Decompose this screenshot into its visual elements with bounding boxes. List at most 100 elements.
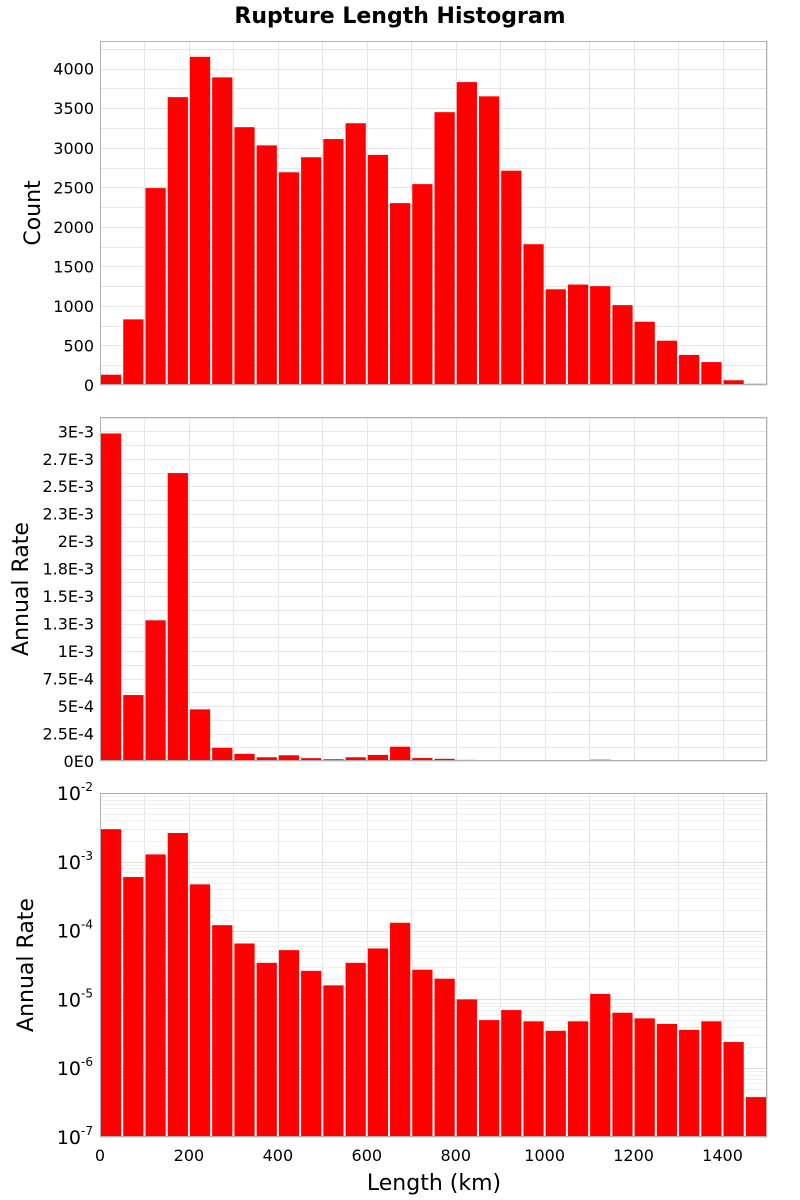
bar-475km xyxy=(301,970,322,1137)
bar-1275km xyxy=(656,1023,678,1137)
y-tick-label: 2.7E-3 xyxy=(42,450,94,469)
bar-1225km xyxy=(634,1018,655,1137)
y-tick-label: 1000 xyxy=(53,297,94,316)
bar-675km xyxy=(390,746,411,761)
bar-1025km xyxy=(545,1030,566,1137)
bar-1125km xyxy=(590,993,611,1137)
y-tick-label: 3E-3 xyxy=(58,422,94,441)
x-tick-label: 200 xyxy=(174,1146,205,1165)
bar-125km xyxy=(145,188,166,385)
bar-275km xyxy=(212,747,233,761)
bar-925km xyxy=(501,170,522,385)
bar-225km xyxy=(189,56,211,385)
y-tick-label: 4000 xyxy=(53,60,94,79)
bar-575km xyxy=(345,962,366,1137)
bar-275km xyxy=(212,77,233,385)
bar-525km xyxy=(323,139,344,385)
bar-1425km xyxy=(723,380,744,385)
y-axis-label-2: Annual Rate xyxy=(9,522,34,656)
bar-75km xyxy=(123,877,144,1137)
x-tick-label: 600 xyxy=(352,1146,383,1165)
bar-775km xyxy=(434,978,455,1137)
y-tick-label: 5E-4 xyxy=(58,697,94,716)
bar-1225km xyxy=(634,321,655,385)
x-tick-label: 800 xyxy=(440,1146,471,1165)
y-tick-label: 2000 xyxy=(53,218,94,237)
y-tick-labels: 10-7 10-6 10-5 10-4 10-3 10-2 xyxy=(57,780,93,1149)
bar-775km xyxy=(434,112,455,385)
x-tick-labels: 0 200 400 600 800 1000 1200 1400 xyxy=(95,1146,743,1165)
bar-125km xyxy=(145,620,166,761)
y-tick-label: 0E0 xyxy=(64,752,94,771)
bar-75km xyxy=(123,695,144,761)
bar-325km xyxy=(234,943,255,1137)
bar-575km xyxy=(345,123,366,385)
y-tick-label: 10-6 xyxy=(57,1055,93,1080)
plot-frame xyxy=(100,793,767,1137)
bar-475km xyxy=(301,157,322,385)
y-tick-label: 10-3 xyxy=(57,849,93,874)
y-tick-label: 0 xyxy=(84,376,94,395)
bar-1425km xyxy=(723,1042,744,1137)
x-axis-label: Length (km) xyxy=(367,1171,501,1196)
bars xyxy=(101,829,766,1137)
panel-3: 10-7 10-6 10-5 10-4 10-3 10-2 Annual Rate xyxy=(14,780,768,1149)
bar-975km xyxy=(523,1021,544,1137)
bar-75km xyxy=(123,319,144,385)
bar-575km xyxy=(345,757,366,761)
plot-area xyxy=(100,41,767,385)
bar-325km xyxy=(234,127,255,386)
y-axis-label-3: Annual Rate xyxy=(14,898,39,1032)
y-tick-label: 10-2 xyxy=(57,780,93,805)
bar-25km xyxy=(101,374,122,385)
y-tick-label: 10-5 xyxy=(57,986,93,1011)
bar-175km xyxy=(167,473,188,761)
bar-875km xyxy=(478,1020,500,1137)
y-tick-labels: 0 500 1000 1500 2000 2500 3000 3500 4000 xyxy=(53,60,94,395)
bar-1075km xyxy=(567,284,589,385)
bar-525km xyxy=(323,985,344,1137)
plot-area xyxy=(100,417,767,761)
y-tick-label: 3000 xyxy=(53,139,94,158)
bar-1175km xyxy=(612,1012,633,1137)
x-tick-label: 0 xyxy=(95,1146,105,1165)
y-tick-label: 2.3E-3 xyxy=(42,505,94,524)
bar-875km xyxy=(478,96,500,385)
y-tick-label: 1.3E-3 xyxy=(42,615,94,634)
x-tick-label: 1400 xyxy=(702,1146,743,1165)
bar-25km xyxy=(101,433,122,761)
bar-625km xyxy=(367,754,389,761)
bar-1275km xyxy=(656,340,678,385)
y-axis-label-1: Count xyxy=(21,180,46,246)
bar-425km xyxy=(278,950,300,1137)
bar-225km xyxy=(189,709,211,761)
bar-1075km xyxy=(567,1021,589,1137)
bar-1025km xyxy=(545,289,566,385)
y-tick-label: 2.5E-3 xyxy=(42,477,94,496)
bar-825km xyxy=(456,82,477,386)
bar-125km xyxy=(145,854,166,1137)
bar-375km xyxy=(256,145,277,385)
bar-1175km xyxy=(612,305,633,385)
y-tick-label: 1.5E-3 xyxy=(42,587,94,606)
bar-1325km xyxy=(679,354,700,385)
x-tick-label: 400 xyxy=(263,1146,294,1165)
bars xyxy=(101,56,766,386)
bar-425km xyxy=(278,172,300,385)
bar-1325km xyxy=(679,1029,700,1137)
y-tick-label: 1500 xyxy=(53,257,94,276)
plot-frame xyxy=(100,417,767,761)
y-tick-labels: 0E0 2.5E-4 5E-4 7.5E-4 1E-3 1.3E-3 1.5E-3 1.8E-… xyxy=(42,422,94,771)
bar-175km xyxy=(167,97,188,385)
bar-725km xyxy=(412,969,433,1137)
bar-675km xyxy=(390,203,411,385)
x-tick-label: 1000 xyxy=(524,1146,565,1165)
y-tick-label: 7.5E-4 xyxy=(42,670,94,689)
y-tick-label: 3500 xyxy=(53,99,94,118)
bar-1375km xyxy=(701,1021,722,1137)
bar-1475km xyxy=(745,1097,766,1137)
gridlines xyxy=(100,417,768,762)
bar-725km xyxy=(412,758,433,761)
bar-225km xyxy=(189,884,211,1137)
